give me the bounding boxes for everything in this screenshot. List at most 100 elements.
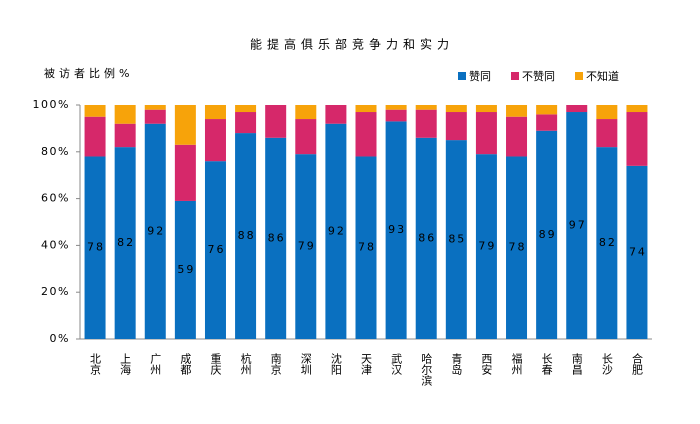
data-label: 92: [147, 224, 165, 237]
bar-segment: [325, 123, 347, 339]
bar-segment: [265, 105, 287, 138]
bar-segment: [385, 121, 407, 339]
bar-segment: [385, 109, 407, 122]
bar-segment: [295, 105, 317, 120]
bar-segment: [445, 140, 467, 339]
x-tick-label: 重庆: [209, 352, 222, 376]
bar-segment: [536, 114, 558, 131]
bar-segment: [144, 109, 166, 124]
bar-segment: [415, 109, 437, 138]
y-tick-label: 0%: [50, 332, 70, 345]
legend-swatch: [511, 72, 519, 80]
bar-segment: [295, 154, 317, 339]
data-label: 92: [328, 224, 346, 237]
x-tick-label: 上海: [119, 353, 132, 376]
bar-segment: [204, 105, 226, 120]
bar-segment: [415, 105, 437, 110]
bar-segment: [325, 105, 347, 124]
bar-segment: [506, 156, 528, 339]
data-label: 97: [569, 219, 587, 232]
x-tick-label: 西安: [480, 353, 493, 376]
x-tick-label: 天津: [360, 353, 373, 375]
bar-segment: [506, 116, 528, 157]
bar-segment: [536, 105, 558, 115]
data-label: 78: [358, 241, 376, 254]
bar-segment: [475, 154, 497, 339]
data-label: 74: [629, 245, 647, 258]
chart-title: 能提高俱乐部竞争力和实力: [250, 37, 454, 52]
data-label: 89: [539, 228, 557, 241]
x-tick-label: 青岛: [450, 353, 463, 376]
bar-segment: [235, 105, 257, 113]
x-tick-label: 北京: [89, 353, 102, 376]
legend-label: 赞同: [469, 70, 491, 83]
bar-segment: [445, 105, 467, 113]
bar-segment: [596, 119, 618, 148]
bar-segment: [475, 105, 497, 113]
data-label: 86: [268, 231, 286, 244]
bar-segment: [84, 105, 106, 117]
x-tick-label: 广州: [149, 353, 162, 375]
x-tick-label: 沈阳: [329, 352, 342, 375]
bar-segment: [144, 105, 166, 110]
y-tick-label: 60%: [41, 192, 70, 205]
bar-segment: [626, 112, 648, 166]
bar-segment: [566, 105, 588, 113]
bar-segment: [204, 119, 226, 162]
data-label: 88: [238, 229, 256, 242]
bar-segment: [385, 105, 407, 110]
bar-segment: [204, 161, 226, 339]
bar-segment: [174, 200, 196, 339]
bar-segment: [506, 105, 528, 117]
x-tick-label: 合肥: [630, 352, 643, 375]
data-label: 82: [117, 236, 135, 249]
bar-segment: [174, 144, 196, 201]
bar-segment: [596, 105, 618, 120]
y-tick-label: 20%: [41, 285, 70, 298]
legend-swatch: [575, 72, 583, 80]
bar-segment: [265, 137, 287, 339]
bar-segment: [355, 105, 377, 113]
bar-segment: [114, 123, 136, 148]
y-tick-label: 80%: [41, 145, 70, 158]
legend-label: 不赞同: [522, 70, 555, 83]
data-label: 85: [448, 233, 466, 246]
data-label: 76: [207, 243, 225, 256]
bar-segment: [355, 112, 377, 157]
data-label: 93: [388, 223, 406, 236]
data-label: 59: [177, 263, 195, 276]
bar-segment: [235, 133, 257, 339]
bar-segment: [295, 119, 317, 155]
bar-segment: [626, 105, 648, 113]
y-axis-label: 被访者比例%: [44, 66, 133, 80]
bar-segment: [174, 105, 196, 145]
bar-segment: [144, 123, 166, 339]
x-tick-label: 南京: [269, 353, 282, 376]
y-tick-label: 100%: [33, 98, 70, 111]
x-tick-label: 哈尔滨: [420, 353, 433, 387]
x-tick-label: 深圳: [299, 353, 312, 375]
bar-segment: [596, 147, 618, 339]
bar-segment: [84, 156, 106, 339]
bar-segment: [445, 112, 467, 141]
legend-label: 不知道: [586, 69, 619, 83]
x-tick-label: 长沙: [600, 353, 613, 375]
bar-segment: [475, 112, 497, 155]
data-label: 79: [478, 240, 496, 253]
legend-swatch: [458, 72, 466, 80]
bar-segment: [566, 112, 588, 340]
bar-segment: [114, 147, 136, 339]
data-label: 79: [298, 240, 316, 253]
data-label: 82: [599, 236, 617, 249]
x-tick-label: 南昌: [570, 353, 583, 376]
bar-segment: [355, 156, 377, 339]
x-tick-label: 成都: [179, 353, 192, 375]
x-tick-label: 杭州: [239, 352, 252, 375]
bar-segment: [415, 137, 437, 339]
x-tick-label: 长春: [540, 353, 553, 376]
bar-segment: [84, 116, 106, 157]
data-label: 78: [87, 241, 105, 254]
bar-segment: [235, 112, 257, 134]
bar-segment: [626, 165, 648, 339]
